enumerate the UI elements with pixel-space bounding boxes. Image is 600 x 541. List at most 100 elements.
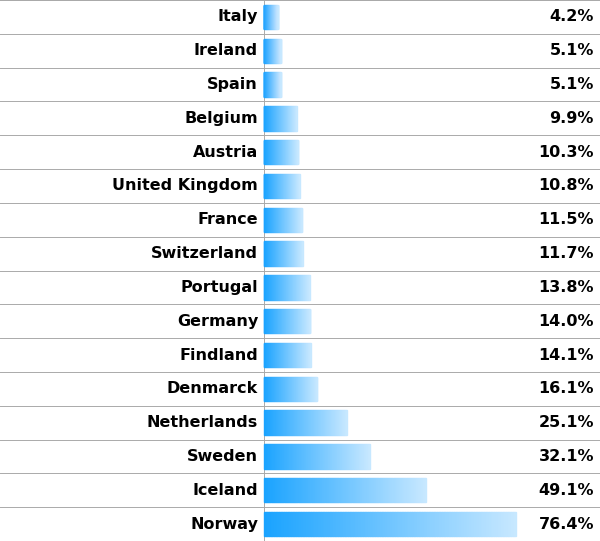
Bar: [291, 512, 293, 536]
Bar: [401, 478, 402, 503]
Bar: [319, 478, 320, 503]
Bar: [390, 512, 392, 536]
Bar: [332, 478, 333, 503]
Text: Italy: Italy: [218, 9, 258, 24]
Bar: [385, 512, 386, 536]
Bar: [343, 444, 344, 469]
Bar: [316, 478, 317, 503]
Bar: [0, 406, 600, 439]
Bar: [405, 512, 407, 536]
Bar: [329, 512, 331, 536]
Bar: [421, 478, 422, 503]
Bar: [293, 444, 295, 469]
Bar: [335, 512, 336, 536]
Bar: [306, 478, 307, 503]
Bar: [325, 478, 326, 503]
Bar: [358, 478, 359, 503]
Bar: [307, 444, 308, 469]
Bar: [412, 512, 413, 536]
Bar: [398, 478, 399, 503]
Bar: [272, 478, 274, 503]
Bar: [333, 444, 334, 469]
Bar: [344, 478, 345, 503]
Bar: [376, 478, 377, 503]
Bar: [404, 478, 406, 503]
Bar: [341, 512, 343, 536]
Text: 9.9%: 9.9%: [550, 111, 594, 126]
Bar: [415, 478, 416, 503]
Bar: [297, 444, 298, 469]
Bar: [269, 478, 271, 503]
Bar: [290, 444, 291, 469]
Bar: [380, 512, 382, 536]
Bar: [338, 478, 340, 503]
Bar: [333, 478, 334, 503]
Bar: [369, 444, 370, 469]
Bar: [326, 512, 328, 536]
Bar: [284, 512, 286, 536]
Bar: [409, 512, 410, 536]
Bar: [392, 512, 394, 536]
Bar: [423, 478, 424, 503]
Bar: [353, 444, 355, 469]
Bar: [410, 512, 412, 536]
Bar: [499, 512, 501, 536]
Bar: [294, 478, 295, 503]
Bar: [323, 444, 324, 469]
Text: 10.3%: 10.3%: [539, 144, 594, 160]
Bar: [457, 512, 459, 536]
Bar: [295, 444, 296, 469]
Bar: [275, 478, 276, 503]
Bar: [357, 444, 358, 469]
Text: 5.1%: 5.1%: [550, 77, 594, 92]
Bar: [378, 512, 380, 536]
Bar: [489, 512, 491, 536]
Bar: [317, 444, 319, 469]
Bar: [482, 512, 484, 536]
Bar: [346, 512, 348, 536]
Text: 32.1%: 32.1%: [539, 449, 594, 464]
Bar: [302, 478, 303, 503]
Bar: [416, 478, 418, 503]
Bar: [316, 512, 318, 536]
Bar: [267, 444, 268, 469]
Bar: [303, 478, 304, 503]
Bar: [365, 478, 367, 503]
Bar: [313, 444, 314, 469]
Bar: [383, 512, 385, 536]
Bar: [302, 512, 304, 536]
Bar: [301, 478, 302, 503]
Bar: [329, 478, 330, 503]
Bar: [459, 512, 461, 536]
Bar: [314, 444, 315, 469]
Bar: [355, 478, 356, 503]
Bar: [395, 478, 396, 503]
Bar: [360, 512, 361, 536]
Bar: [289, 478, 290, 503]
Bar: [437, 512, 439, 536]
Text: France: France: [197, 212, 258, 227]
Bar: [501, 512, 503, 536]
Bar: [0, 507, 600, 541]
Bar: [382, 512, 383, 536]
Bar: [364, 444, 365, 469]
Bar: [382, 478, 383, 503]
Bar: [322, 478, 323, 503]
Text: 10.8%: 10.8%: [539, 179, 594, 194]
Bar: [295, 478, 296, 503]
Bar: [308, 444, 309, 469]
Bar: [327, 444, 328, 469]
Bar: [0, 34, 600, 68]
Bar: [302, 444, 303, 469]
Bar: [440, 512, 442, 536]
Bar: [335, 444, 336, 469]
Bar: [412, 478, 413, 503]
Bar: [321, 512, 323, 536]
Bar: [294, 512, 296, 536]
Bar: [277, 444, 278, 469]
Bar: [417, 512, 419, 536]
Bar: [265, 478, 266, 503]
Bar: [319, 512, 321, 536]
Bar: [356, 512, 358, 536]
Bar: [0, 304, 600, 338]
